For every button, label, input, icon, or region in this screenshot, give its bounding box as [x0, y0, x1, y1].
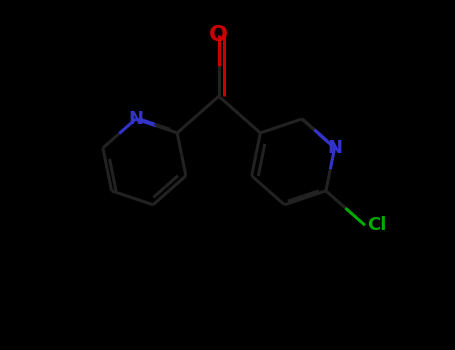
Text: O: O	[209, 25, 228, 45]
Text: N: N	[327, 139, 342, 157]
Text: N: N	[128, 110, 143, 128]
Text: Cl: Cl	[367, 216, 387, 234]
